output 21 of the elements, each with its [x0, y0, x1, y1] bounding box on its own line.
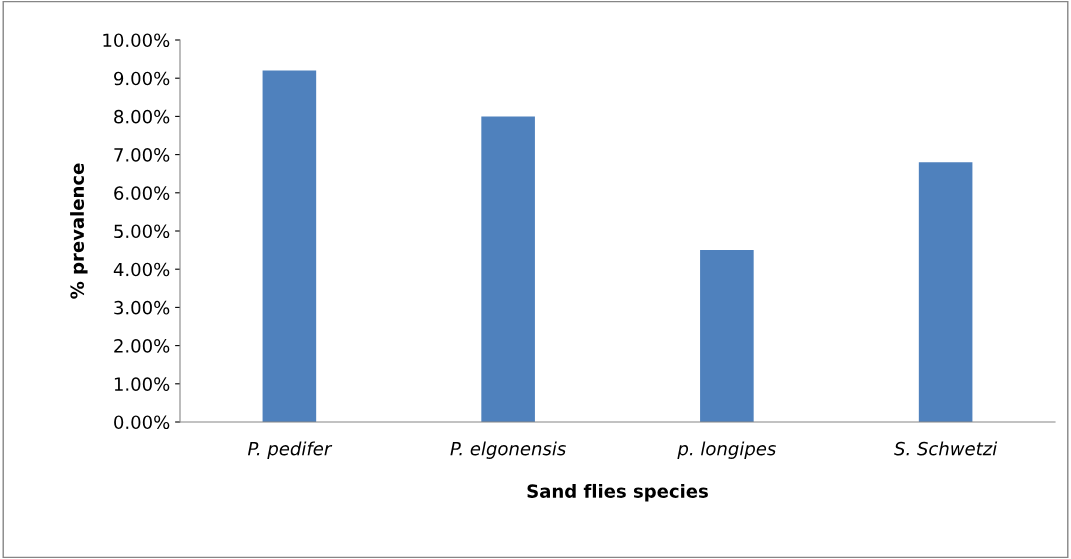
y-tick-label: 3.00% [114, 300, 170, 315]
bar [918, 162, 973, 422]
x-axis-title: Sand flies species [527, 483, 708, 502]
y-tick-label: 2.00% [114, 339, 170, 353]
y-tick-label: 0.00% [114, 415, 170, 430]
x-tick-label: S. Schwetzi [894, 441, 998, 456]
x-tick-label: P. elgonensis [450, 441, 566, 459]
y-tick-label: 8.00% [114, 109, 170, 124]
x-tick-label: P. pedifer [247, 441, 333, 459]
bar [262, 70, 317, 422]
y-tick-label: 6.00% [114, 186, 170, 200]
y-tick-label: 4.00% [113, 262, 170, 277]
y-tick-label: 5.00% [114, 224, 170, 239]
y-tick-label: 10.00% [103, 33, 170, 48]
x-tick-label: p. longipes [677, 441, 776, 459]
y-tick-label: 7.00% [114, 148, 170, 162]
bar [700, 250, 754, 422]
y-tick-label: 9.00% [114, 71, 170, 86]
y-tick-label: 1.00% [114, 377, 170, 391]
y-axis-title: % prevalence [70, 163, 88, 299]
bar [481, 116, 535, 422]
